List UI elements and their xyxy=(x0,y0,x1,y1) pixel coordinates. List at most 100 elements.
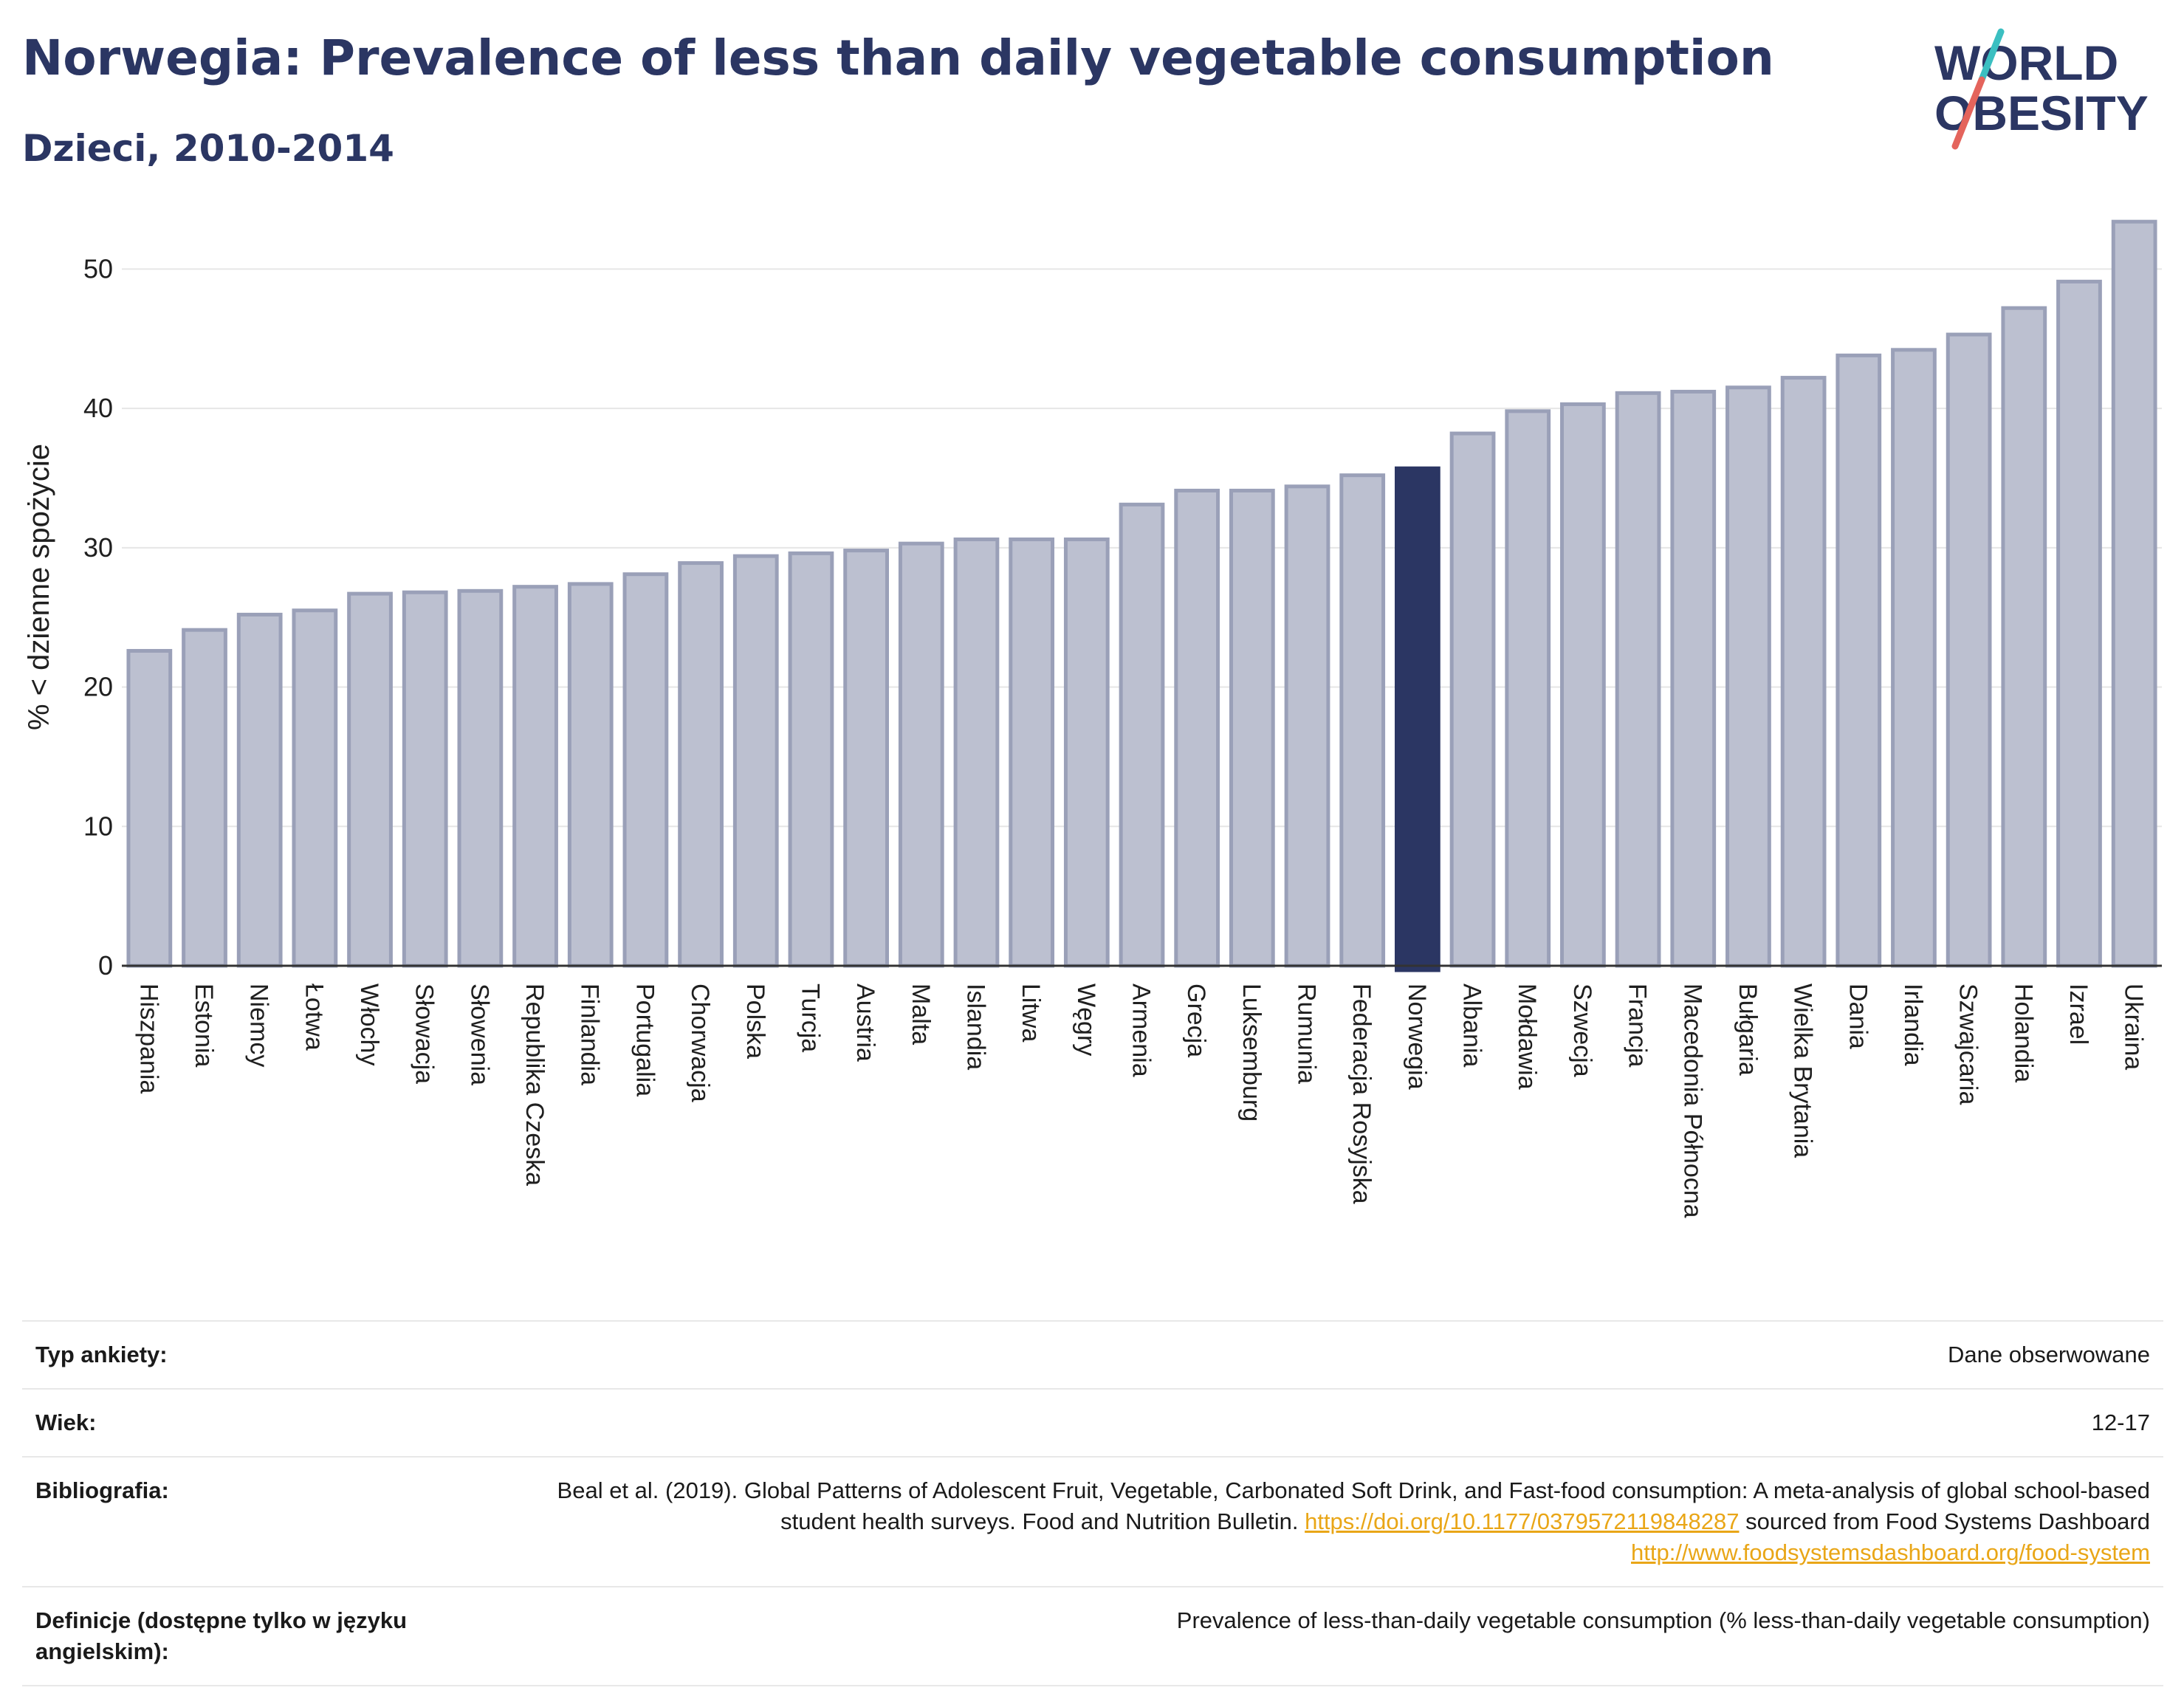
x-tick-label: Federacja Rosyjska xyxy=(1347,983,1376,1204)
chart-subtitle: Dzieci, 2010-2014 xyxy=(22,127,394,170)
bar-Szwecja xyxy=(1560,402,1606,968)
bar-Dania xyxy=(1836,353,1882,968)
x-tick-label: Włochy xyxy=(355,983,383,1065)
bar-Turcja xyxy=(788,551,834,968)
bar-Portugalia xyxy=(622,572,669,968)
x-tick-label: Słowenia xyxy=(465,983,493,1085)
meta-row-age: Wiek: 12-17 xyxy=(22,1388,2163,1456)
bibliography-text: Beal et al. (2019). Global Patterns of A… xyxy=(557,1477,2150,1534)
logo-line1: WORLD xyxy=(1934,35,2118,90)
bar-Rumunia xyxy=(1284,484,1330,968)
bar-Niemcy xyxy=(236,612,283,968)
bar-Włochy xyxy=(347,591,393,968)
meta-value: Prevalence of less-than-daily vegetable … xyxy=(1176,1607,2150,1633)
bar-Islandia xyxy=(953,537,1000,968)
x-tick-label: Portugalia xyxy=(631,983,659,1096)
meta-value: 12-17 xyxy=(2091,1410,2150,1435)
x-tick-label: Szwecja xyxy=(1568,983,1596,1077)
meta-key: Bibliografia: xyxy=(35,1477,169,1503)
x-tick-label: Armenia xyxy=(1127,983,1155,1077)
bar-Węgry xyxy=(1063,537,1110,968)
y-axis-title: % < dzienne spożycie xyxy=(23,444,55,730)
x-tick-label: Dania xyxy=(1844,983,1872,1049)
bar-Armenia xyxy=(1119,502,1165,968)
meta-value: Dane obserwowane xyxy=(1947,1342,2150,1367)
doi-link[interactable]: https://doi.org/10.1177/0379572119848287 xyxy=(1305,1508,1740,1534)
x-tick-label: Republika Czeska xyxy=(521,983,549,1186)
bar-Ukraina xyxy=(2111,219,2157,968)
x-tick-label: Grecja xyxy=(1182,983,1210,1057)
x-tick-label: Malta xyxy=(907,983,935,1045)
bar-Szwajcaria xyxy=(1946,332,1992,968)
bar-Austria xyxy=(843,549,889,968)
x-tick-label: Mołdawia xyxy=(1513,983,1541,1090)
bar-Polska xyxy=(732,554,779,968)
chart-title: Norwegia: Prevalence of less than daily … xyxy=(22,30,1774,86)
logo-slash-red xyxy=(1951,76,1985,150)
x-tick-label: Francja xyxy=(1624,983,1652,1067)
bibliography-text-mid: sourced from Food Systems Dashboard xyxy=(1739,1508,2150,1534)
meta-row-bibliography: Bibliografia: Beal et al. (2019). Global… xyxy=(22,1456,2163,1586)
bar-Litwa xyxy=(1009,537,1055,968)
y-tick-label: 10 xyxy=(83,811,113,841)
bar-Słowenia xyxy=(457,588,504,968)
bar-Łotwa xyxy=(292,608,338,968)
bar-Chorwacja xyxy=(678,561,724,968)
x-tick-label: Rumunia xyxy=(1293,983,1321,1084)
x-tick-label: Estonia xyxy=(190,983,218,1067)
food-systems-link[interactable]: http://www.foodsystemsdashboard.org/food… xyxy=(1631,1539,2150,1565)
bar-Słowacja xyxy=(402,590,448,968)
x-tick-label: Turcja xyxy=(796,983,824,1052)
x-tick-label: Hiszpania xyxy=(134,983,162,1094)
x-tick-label: Macedonia Północna xyxy=(1678,983,1706,1218)
world-obesity-logo: WORLD OBESITY xyxy=(1934,28,2149,150)
meta-row-survey-type: Typ ankiety: Dane obserwowane xyxy=(22,1320,2163,1388)
x-tick-label: Szwajcaria xyxy=(1954,983,1982,1105)
meta-key: Typ ankiety: xyxy=(35,1342,168,1367)
x-tick-label: Izrael xyxy=(2064,983,2092,1045)
meta-key: Wiek: xyxy=(35,1410,97,1435)
axes: 0 10 20 30 40 50 Hiszpania Estonia Niemcy Łotwa Wł… xyxy=(83,253,2162,1218)
x-tick-label: Polska xyxy=(741,983,769,1059)
x-tick-label: Węgry xyxy=(1072,983,1100,1056)
meta-key: Definicje (dostępne tylko w języku angie… xyxy=(35,1607,408,1664)
bar-Wielka Brytania xyxy=(1780,376,1827,968)
bar-Malta xyxy=(898,541,944,968)
bar-Grecja xyxy=(1174,488,1220,968)
bar-Holandia xyxy=(2001,306,2047,968)
bar-Finlandia xyxy=(567,582,614,968)
x-tick-label: Chorwacja xyxy=(686,983,714,1102)
bar-Albania xyxy=(1449,431,1496,968)
y-tick-label: 40 xyxy=(83,393,113,423)
bar-Bułgaria xyxy=(1725,385,1771,968)
x-tick-label: Austria xyxy=(851,983,879,1062)
bars xyxy=(126,219,2157,972)
bar-Macedonia Północna xyxy=(1670,389,1717,968)
x-tick-label: Łotwa xyxy=(300,983,328,1051)
x-tick-label: Luksemburg xyxy=(1237,983,1266,1122)
bar-chart: 0 10 20 30 40 50 Hiszpania Estonia Niemcy Łotwa Wł… xyxy=(23,219,2162,1218)
y-tick-label: 30 xyxy=(83,532,113,563)
y-tick-label: 20 xyxy=(83,672,113,702)
x-tick-label: Finlandia xyxy=(576,983,604,1085)
bar-Republika Czeska xyxy=(512,585,558,968)
bar-Irlandia xyxy=(1891,348,1937,968)
meta-value: Beal et al. (2019). Global Patterns of A… xyxy=(526,1475,2150,1568)
bar-Estonia xyxy=(182,628,227,968)
bar-Norwegia xyxy=(1395,466,1440,972)
logo-slash-teal xyxy=(1978,28,2005,83)
x-tick-label: Litwa xyxy=(1017,983,1045,1042)
x-tick-label: Holandia xyxy=(2009,983,2037,1082)
bar-Izrael xyxy=(2056,279,2102,968)
bar-Federacja Rosyjska xyxy=(1339,473,1386,968)
bar-Francja xyxy=(1615,391,1661,968)
metadata-table: Typ ankiety: Dane obserwowane Wiek: 12-1… xyxy=(22,1320,2163,1686)
bar-Hiszpania xyxy=(126,648,173,968)
x-tick-label: Słowacja xyxy=(411,983,439,1084)
x-tick-label: Ukraina xyxy=(2120,983,2148,1070)
bar-Mołdawia xyxy=(1505,409,1551,968)
x-tick-label: Norwegia xyxy=(1403,983,1431,1090)
x-tick-label: Islandia xyxy=(961,983,989,1070)
x-tick-label: Irlandia xyxy=(1899,983,1927,1066)
y-tick-label: 50 xyxy=(83,253,113,284)
